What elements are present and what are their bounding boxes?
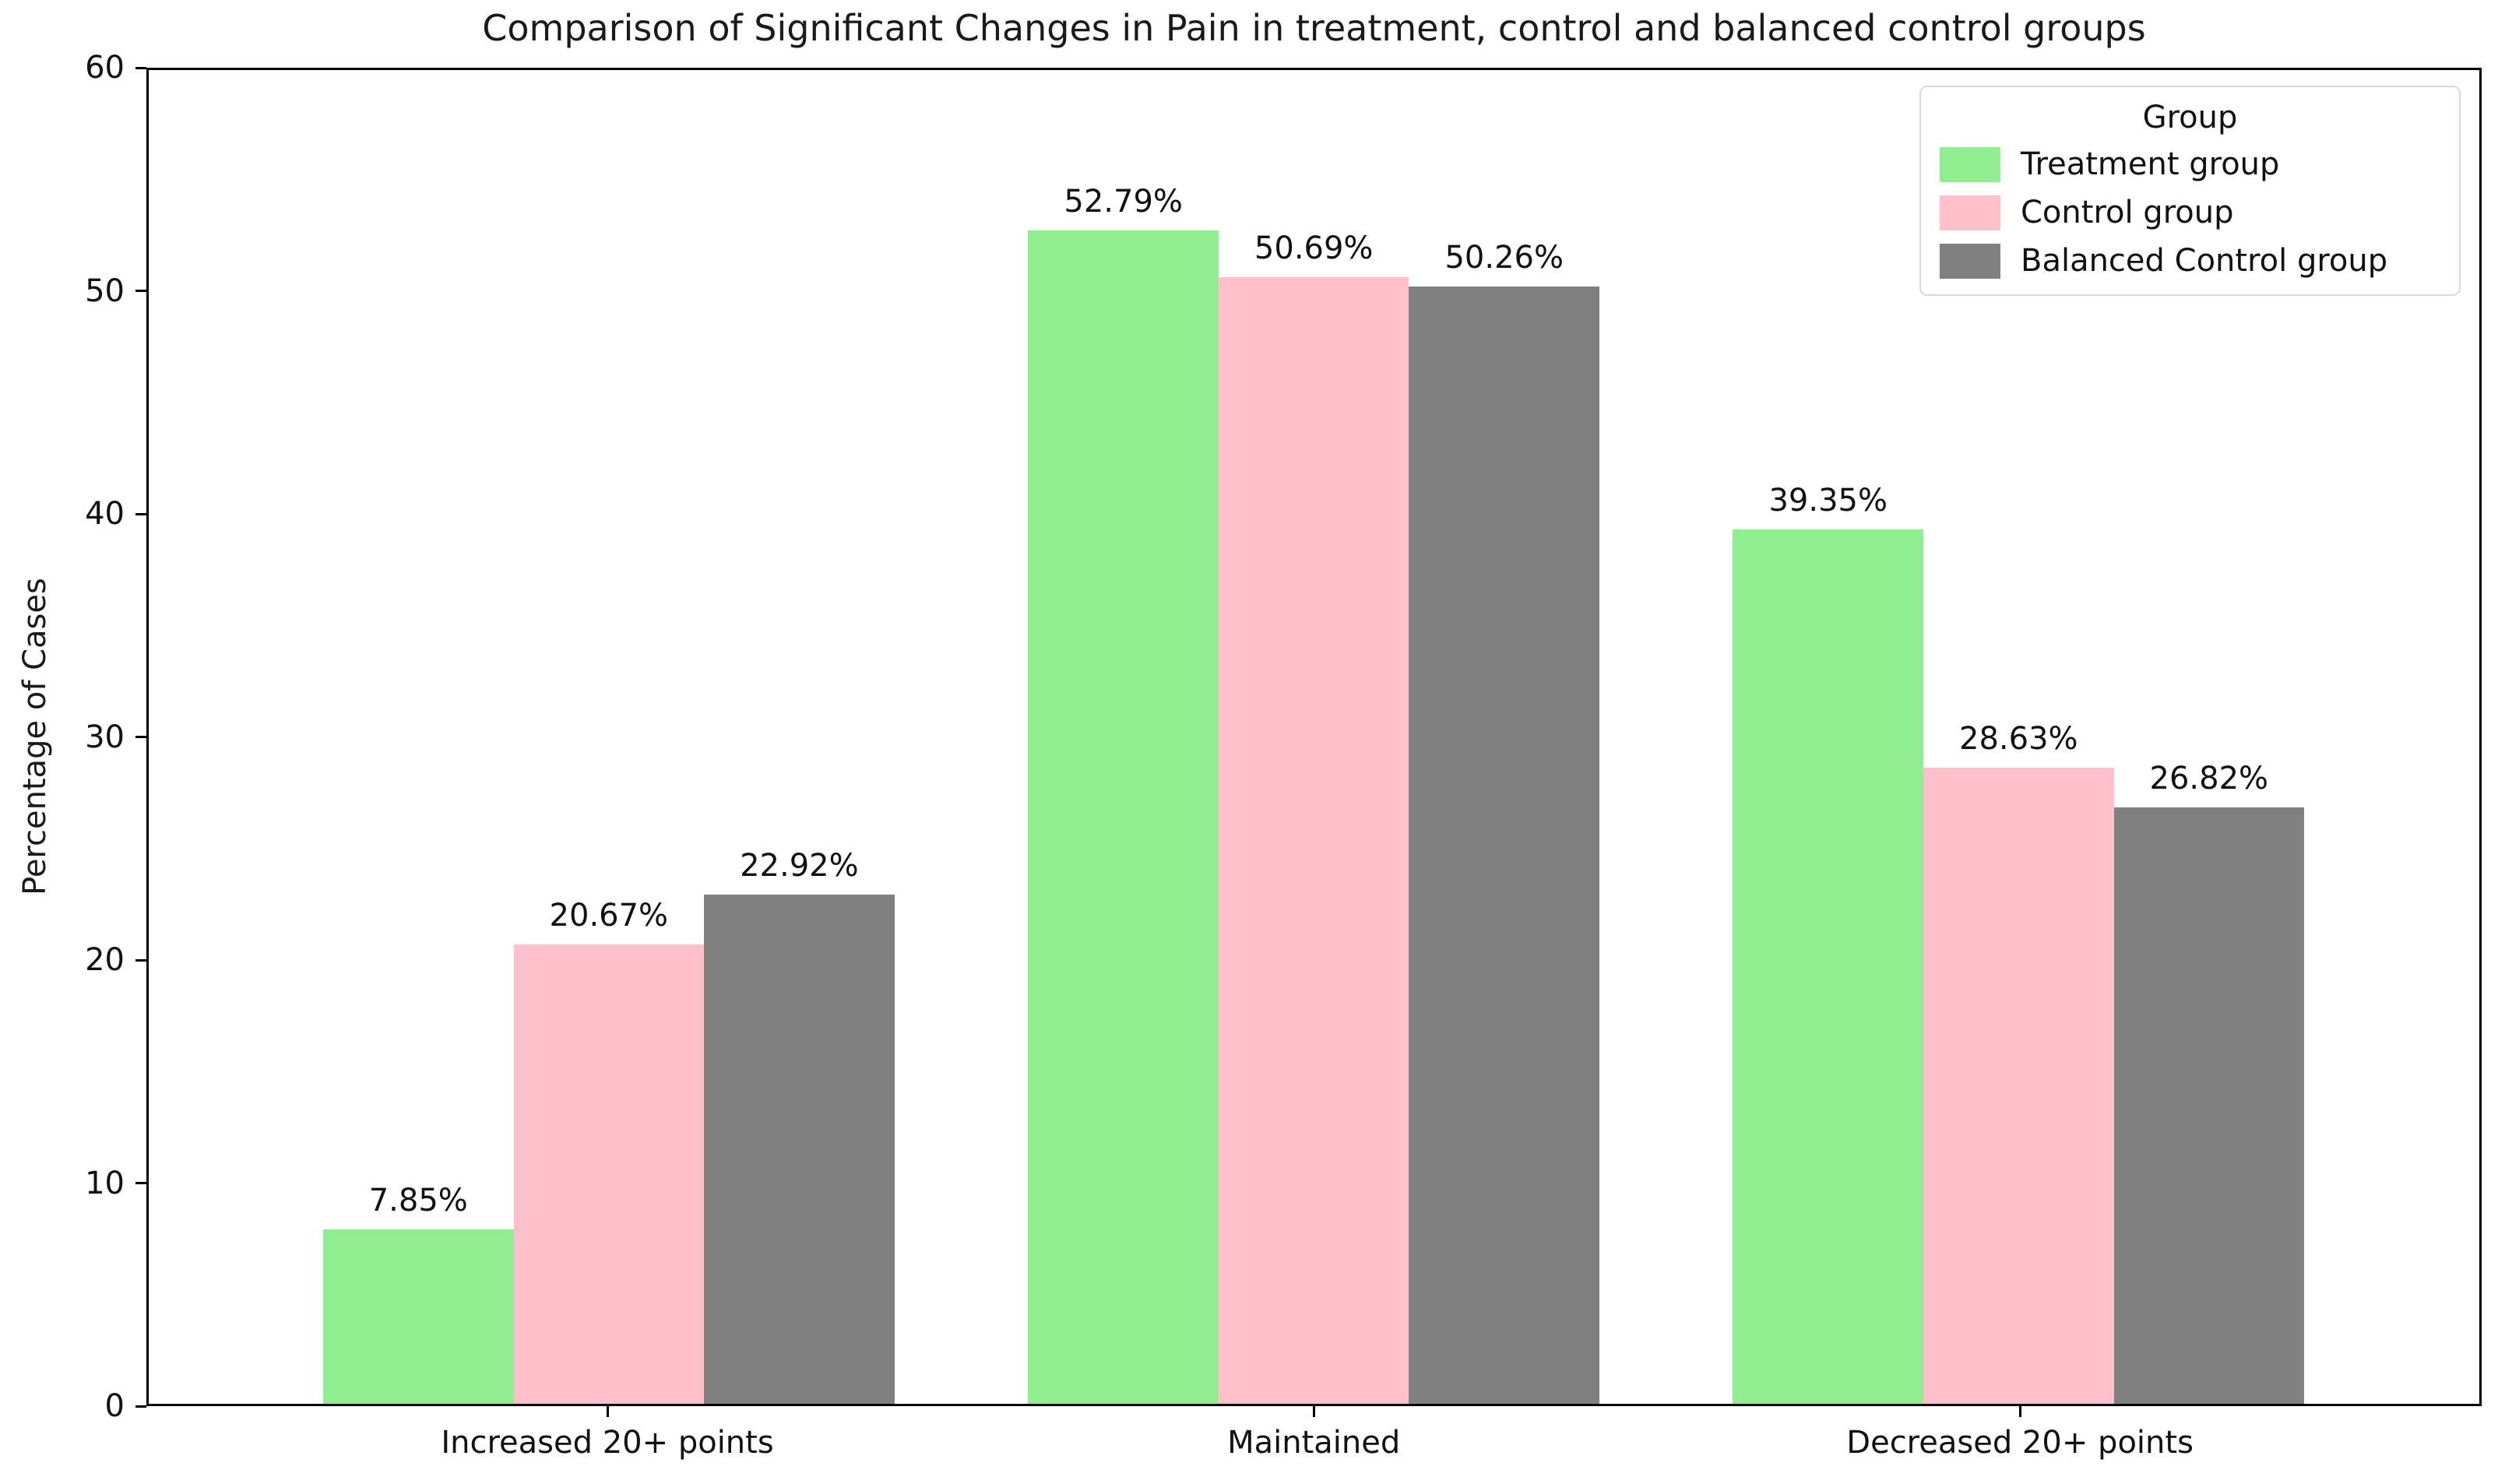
y-tick-mark <box>135 1405 146 1408</box>
bar-value-label: 20.67% <box>549 897 669 934</box>
legend-item: Balanced Control group <box>1940 243 2440 279</box>
bar-treatment-group <box>1733 529 1923 1404</box>
bar-value-label: 39.35% <box>1768 482 1888 519</box>
chart-title: Comparison of Significant Changes in Pai… <box>482 7 2146 49</box>
legend-item-label: Balanced Control group <box>2021 243 2388 279</box>
y-tick-mark <box>135 66 146 69</box>
legend-swatch-icon <box>1940 195 2000 230</box>
legend-item-label: Control group <box>2021 195 2234 230</box>
y-tick-mark <box>135 1182 146 1184</box>
bar-value-label: 26.82% <box>2149 761 2269 797</box>
legend: Group Treatment group Control group Balanc… <box>1919 86 2461 296</box>
x-tick-label: Maintained <box>1227 1425 1401 1461</box>
bar-value-label: 28.63% <box>1959 720 2078 757</box>
y-tick-label: 0 <box>104 1388 125 1424</box>
y-tick-label: 20 <box>85 942 125 978</box>
bar-balanced-control-group <box>704 894 895 1404</box>
y-tick-label: 50 <box>85 273 125 309</box>
y-tick-label: 60 <box>85 50 125 86</box>
bar-treatment-group <box>323 1229 514 1404</box>
y-tick-mark <box>135 736 146 738</box>
legend-title: Group <box>2142 100 2238 135</box>
y-tick-mark <box>135 958 146 962</box>
y-tick-label: 30 <box>85 719 125 755</box>
y-tick-label: 10 <box>85 1165 125 1201</box>
bar-value-label: 52.79% <box>1064 183 1183 220</box>
bar-control-group <box>1923 767 2114 1404</box>
legend-swatch-icon <box>1940 243 2000 279</box>
x-tick-mark <box>606 1406 609 1417</box>
bar-control-group <box>1218 276 1409 1404</box>
y-tick-mark <box>135 512 146 515</box>
legend-item: Control group <box>1940 195 2440 230</box>
legend-swatch-icon <box>1940 146 2000 182</box>
legend-item: Treatment group <box>1940 146 2440 182</box>
legend-item-label: Treatment group <box>2021 146 2280 182</box>
bar-balanced-control-group <box>2113 807 2305 1404</box>
x-tick-label: Increased 20+ points <box>441 1425 774 1461</box>
y-tick-label: 40 <box>85 496 125 532</box>
bar-value-label: 50.26% <box>1444 240 1564 276</box>
bar-treatment-group <box>1028 230 1219 1404</box>
bar-balanced-control-group <box>1409 287 1599 1404</box>
y-tick-mark <box>135 290 146 292</box>
x-tick-label: Decreased 20+ points <box>1846 1425 2194 1461</box>
x-tick-mark <box>1312 1406 1315 1417</box>
x-tick-mark <box>2018 1406 2021 1417</box>
bar-control-group <box>513 944 705 1404</box>
legend-items: Treatment group Control group Balanced Con… <box>1940 146 2440 279</box>
bar-value-label: 50.69% <box>1254 230 1374 266</box>
bar-value-label: 22.92% <box>740 847 859 884</box>
bar-value-label: 7.85% <box>368 1182 468 1218</box>
